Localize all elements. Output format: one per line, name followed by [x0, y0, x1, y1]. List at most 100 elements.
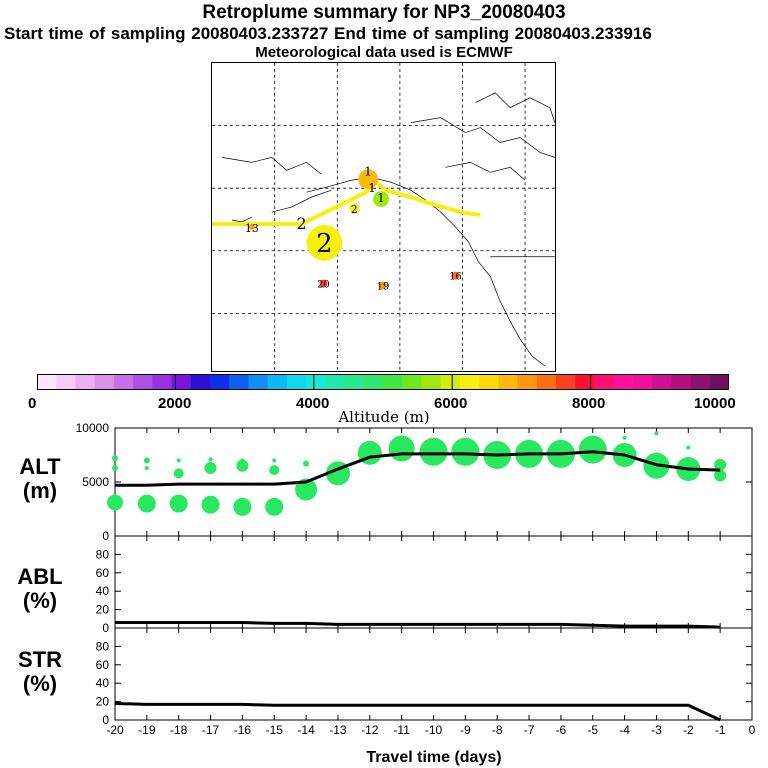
x-tick-label: -3 [651, 723, 662, 737]
altitude-cluster-point [143, 457, 150, 464]
map-marker: 13 [245, 222, 259, 235]
altitude-cluster-point [112, 455, 118, 462]
map-marker: 19 [377, 282, 390, 293]
altitude-cluster-point [265, 497, 284, 516]
alt-panel-label: ALT (m) [0, 455, 80, 503]
colorbar-segment [440, 374, 461, 390]
y-tick-label: 60 [96, 658, 110, 672]
altitude-cluster-point [714, 469, 727, 482]
altitude-cluster-point [201, 495, 220, 514]
altitude-cluster-point [451, 437, 480, 466]
colorbar-segment [632, 374, 653, 390]
y-tick-label: 20 [96, 603, 110, 617]
chart-title: Retroplume summary for NP3_20080403 [202, 2, 566, 23]
x-tick-label: 0 [749, 723, 756, 737]
colorbar-segment [459, 374, 480, 390]
colorbar-segment [690, 374, 711, 390]
str-label-text: STR (%) [18, 647, 62, 696]
altitude-cluster-point [233, 497, 252, 516]
x-tick-label: -5 [587, 723, 598, 737]
colorbar-label: Altitude (m) [338, 408, 430, 426]
colorbar-segment [363, 374, 384, 390]
map-marker: 2 [351, 203, 358, 216]
map-cluster-small-e [248, 223, 255, 230]
colorbar-segment [498, 374, 519, 390]
y-tick-label: 40 [96, 584, 110, 598]
colorbar-segment [536, 374, 557, 390]
x-tick-label: -11 [393, 723, 410, 737]
map-marker: 20 [317, 280, 330, 291]
altitude-cluster-point [578, 435, 607, 464]
colorbar-segment [325, 374, 346, 390]
altitude-cluster-point [107, 494, 123, 511]
x-tick-label: -13 [329, 723, 347, 737]
colorbar-segment [133, 374, 153, 390]
map-cluster-day1b [373, 191, 389, 208]
abl-panel-label: ABL (%) [0, 565, 80, 613]
colorbar-segment [613, 374, 634, 390]
altitude-cluster-point [622, 435, 627, 440]
colorbar-tick: 4000 [296, 395, 330, 412]
colorbar-segment [517, 374, 538, 390]
colorbar-segment [421, 374, 442, 390]
colorbar-segment [709, 374, 729, 390]
x-tick-label: -6 [556, 723, 567, 737]
map-marker: 2 [316, 229, 332, 259]
colorbar-segment [75, 374, 96, 390]
colorbar-segment [344, 374, 365, 390]
str-panel-label: STR (%) [0, 648, 80, 696]
colorbar-tick: 8000 [572, 395, 606, 412]
map-cluster-small-a [349, 203, 360, 214]
map-marker: 1 [377, 191, 385, 205]
y-tick-label: 10000 [76, 421, 110, 435]
series-line [115, 620, 721, 629]
plume-clusters [248, 169, 460, 290]
x-tick-label: -7 [524, 723, 535, 737]
map-marker: 2 [296, 214, 306, 233]
colorbar-segment [556, 374, 576, 390]
altitude-cluster-point [208, 457, 213, 462]
colorbar-tick: 6000 [434, 395, 468, 412]
y-tick-label: 5000 [82, 475, 109, 489]
colorbar-segment [479, 374, 499, 390]
x-tick-label: -15 [266, 723, 284, 737]
colorbar-segment [190, 374, 211, 390]
altitude-cluster-point [303, 460, 310, 467]
map-marker-labels: 1 1 1 2 2 2 13 16 19 20 [245, 164, 462, 292]
colorbar-tick: 10000 [694, 395, 736, 412]
map-marker: 16 [449, 272, 462, 283]
met-data-note: Meteorological data used is ECMWF [255, 44, 513, 61]
y-tick-label: 0 [102, 621, 109, 635]
x-tick-label: -14 [297, 723, 315, 737]
colorbar-segment [229, 374, 249, 390]
retroplume-map: 1 1 1 2 2 2 13 16 19 20 [211, 62, 556, 372]
colorbar-segment [113, 374, 134, 390]
altitude-cluster-point [176, 458, 181, 463]
altitude-cluster-point [686, 445, 691, 450]
altitude-cluster-point [295, 478, 318, 501]
map-cluster-small-b [319, 279, 328, 288]
x-tick-label: -9 [460, 723, 471, 737]
altitude-cluster-point [714, 458, 727, 471]
panel-abl: 0 20 40 60 80 [96, 535, 753, 635]
panel-alt: 0 5000 10000 [76, 421, 753, 543]
altitude-cluster-point [240, 458, 245, 463]
altitude-cluster-point [388, 435, 415, 462]
colorbar-frame [37, 374, 729, 390]
y-tick-label: 20 [96, 695, 110, 709]
colorbar-segment [383, 374, 403, 390]
altitude-cluster-point [236, 459, 249, 472]
x-tick-label: -16 [234, 723, 252, 737]
colorbar-segment [652, 374, 672, 390]
colorbar-segment [575, 374, 595, 390]
y-tick-label: 60 [96, 566, 110, 580]
map-cluster-small-c [379, 281, 387, 290]
altitude-cluster-point [137, 494, 156, 513]
colorbar-segment [56, 374, 76, 390]
altitude-cluster-point [269, 465, 280, 476]
colorbar-segment [286, 374, 307, 390]
altitude-cluster-point [173, 468, 184, 479]
altitude-cluster-point [169, 494, 188, 513]
x-tick-label: -17 [202, 723, 220, 737]
colorbar-segment [402, 374, 422, 390]
